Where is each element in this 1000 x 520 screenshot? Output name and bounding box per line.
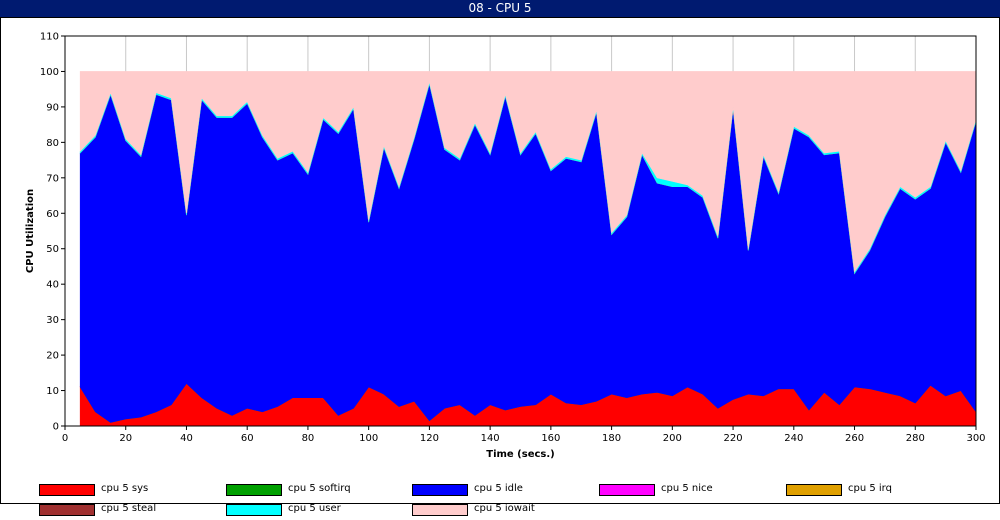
cpu-utilization-chart: 0 10 20 30 40 50 60 70 80 90 100 110 0 20 40 60 80 100 120… (25, 32, 986, 461)
y-tick-label: 40 (46, 280, 59, 291)
legend-swatch (412, 484, 468, 496)
y-tick-label: 10 (46, 386, 59, 397)
y-tick-label: 100 (40, 67, 59, 78)
x-tick-label: 200 (663, 433, 682, 444)
legend-swatch (412, 504, 468, 516)
legend-swatch (226, 504, 282, 516)
x-tick-label: 240 (784, 433, 803, 444)
y-tick-label: 70 (46, 173, 59, 184)
legend-label: cpu 5 steal (101, 503, 157, 514)
legend-label: cpu 5 softirq (288, 483, 351, 494)
x-tick-label: 20 (119, 433, 132, 444)
plot-border (64, 35, 977, 427)
x-tick-label: 120 (420, 433, 439, 444)
x-tick-label: 100 (359, 433, 378, 444)
legend-label: cpu 5 sys (101, 483, 149, 494)
x-axis-label: Time (secs.) (486, 449, 555, 460)
y-tick-label: 30 (46, 315, 59, 326)
y-tick-label: 110 (40, 32, 59, 43)
legend-label: cpu 5 nice (661, 483, 713, 494)
legend: cpu 5 sys cpu 5 softirq cpu 5 idle cpu 5 ni… (39, 483, 999, 520)
x-tick-label: 40 (180, 433, 193, 444)
y-tick-label: 90 (46, 102, 59, 113)
y-tick-label: 0 (53, 422, 59, 433)
legend-swatch (39, 484, 95, 496)
x-tick-label: 220 (724, 433, 743, 444)
x-tick-label: 300 (966, 433, 985, 444)
x-tick-label: 140 (481, 433, 500, 444)
chart-frame: 0 10 20 30 40 50 60 70 80 90 100 110 0 20 40 60 80 100 120… (0, 17, 1000, 516)
x-tick-label: 280 (906, 433, 925, 444)
x-tick-label: 60 (241, 433, 254, 444)
y-axis-label: CPU Utilization (25, 189, 36, 273)
x-tick-label: 80 (302, 433, 315, 444)
legend-label: cpu 5 user (288, 503, 341, 514)
x-tick-label: 180 (602, 433, 621, 444)
legend-swatch (599, 484, 655, 496)
y-tick-label: 60 (46, 209, 59, 220)
y-tick-label: 50 (46, 244, 59, 255)
x-tick-label: 0 (62, 433, 68, 444)
legend-swatch (39, 504, 95, 516)
legend-label: cpu 5 idle (474, 483, 523, 494)
window-title: 08 - CPU 5 (0, 0, 1000, 17)
y-tick-label: 20 (46, 351, 59, 362)
legend-label: cpu 5 iowait (474, 503, 535, 514)
x-tick-label: 160 (541, 433, 560, 444)
legend-swatch (786, 484, 842, 496)
legend-label: cpu 5 irq (848, 483, 892, 494)
y-tick-label: 80 (46, 138, 59, 149)
legend-swatch (226, 484, 282, 496)
x-tick-label: 260 (845, 433, 864, 444)
